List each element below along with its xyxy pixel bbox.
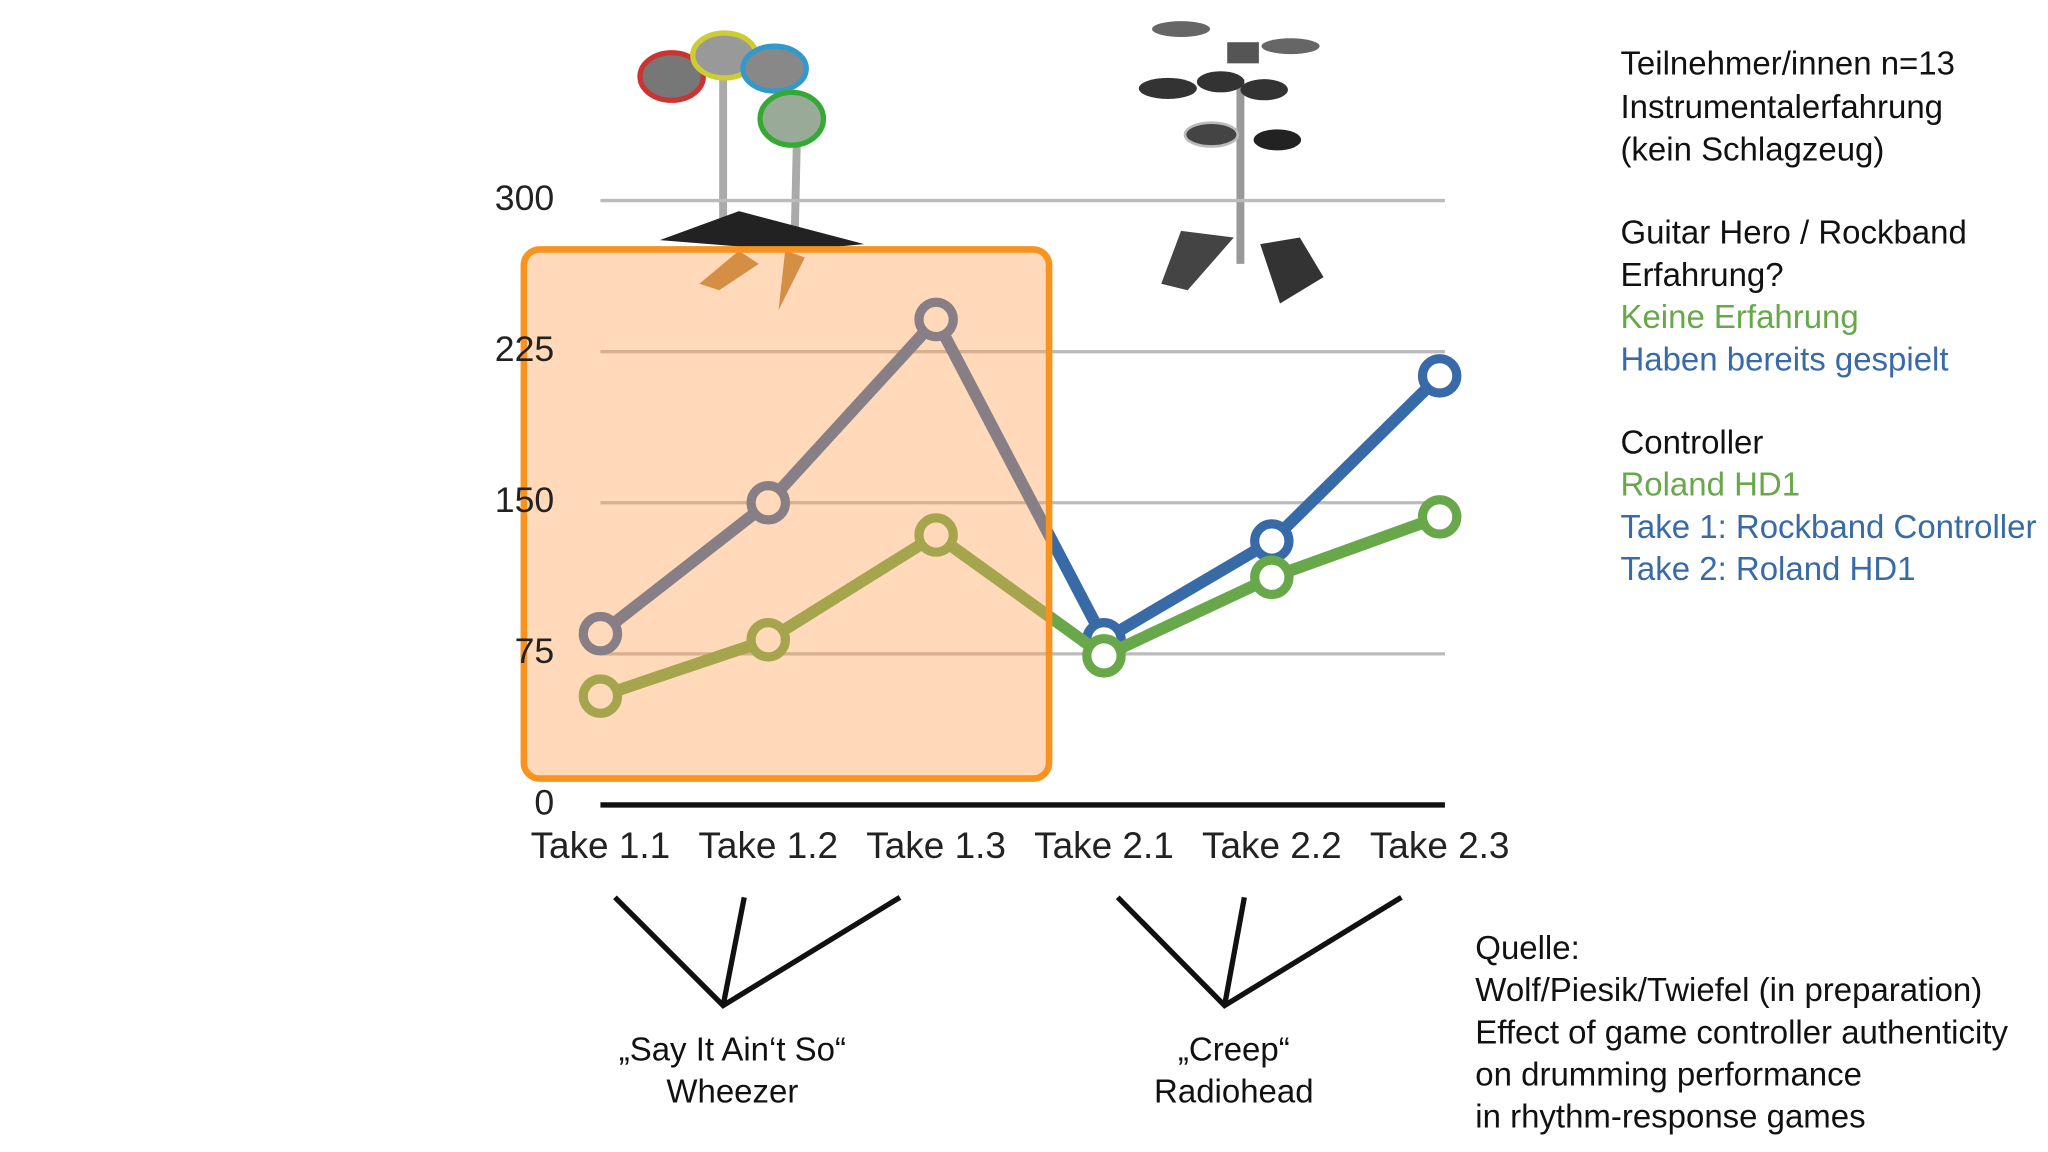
y-tick-label: 0: [534, 782, 554, 822]
note-line: Take 2: Roland HD1: [1620, 550, 1915, 587]
source-line: on drumming performance: [1475, 1056, 1862, 1093]
series-line: [596, 313, 1444, 646]
y-tick-label: 150: [495, 480, 554, 520]
data-point: [1250, 555, 1294, 600]
note-line: (kein Schlagzeug): [1620, 130, 1884, 167]
x-tick-label: Take 2.1: [1034, 825, 1174, 866]
song-artist: Radiohead: [1154, 1073, 1313, 1110]
axis-labels: 0 75 150 225 300 Take 1.1 Take 1.2 Take 1.3 Take…: [495, 178, 1510, 866]
notes: Teilnehmer/innen n=13 Instrumentalerfahr…: [619, 45, 2037, 1135]
note-line: Teilnehmer/innen n=13: [1620, 45, 1955, 82]
data-point: [746, 617, 791, 662]
y-tick-label: 75: [515, 631, 555, 671]
data-point: [914, 297, 958, 342]
data-point: [746, 480, 791, 525]
source-line: Wolf/Piesik/Twiefel (in preparation): [1475, 971, 1982, 1008]
source-line: Effect of game controller authenticity: [1475, 1013, 2008, 1050]
source-line: in rhythm-response games: [1475, 1098, 1865, 1135]
series-line: [598, 511, 1442, 702]
legend-entry: Haben bereits gespielt: [1620, 340, 1948, 377]
song-title: „Creep“: [1178, 1030, 1290, 1067]
data-point: [578, 611, 623, 656]
song-artist: Wheezer: [666, 1073, 798, 1110]
song-bracket: [613, 895, 1403, 1009]
legend-entry: Keine Erfahrung: [1620, 298, 1858, 335]
y-tick-label: 225: [495, 329, 554, 369]
x-tick-label: Take 2.3: [1370, 825, 1510, 866]
data-point: [914, 513, 958, 557]
song-title: „Say It Ain‘t So“: [619, 1030, 846, 1067]
note-line: Guitar Hero / Rockband: [1620, 214, 1966, 251]
line-chart: [578, 198, 1462, 808]
x-tick-label: Take 1.3: [866, 825, 1006, 866]
y-tick-label: 300: [495, 178, 554, 218]
data-point: [1417, 495, 1462, 539]
data-point: [1250, 519, 1294, 563]
rockband-drum-icon: [637, 30, 865, 311]
x-tick-label: Take 1.1: [531, 825, 671, 866]
note-line: Instrumentalerfahrung: [1620, 88, 1943, 125]
note-line: Erfahrung?: [1620, 256, 1783, 293]
data-point: [578, 674, 623, 718]
highlight-box: [520, 246, 1053, 782]
data-point: [1082, 634, 1126, 678]
x-tick-label: Take 2.2: [1202, 825, 1342, 866]
note-line: Roland HD1: [1620, 466, 1800, 503]
roland-drum-icon: [1138, 21, 1324, 304]
source-line: Quelle:: [1475, 929, 1579, 966]
note-line: Take 1: Rockband Controller: [1620, 508, 2036, 545]
note-line: Controller: [1620, 423, 1763, 460]
x-tick-label: Take 1.2: [698, 825, 838, 866]
data-point: [1417, 354, 1462, 398]
